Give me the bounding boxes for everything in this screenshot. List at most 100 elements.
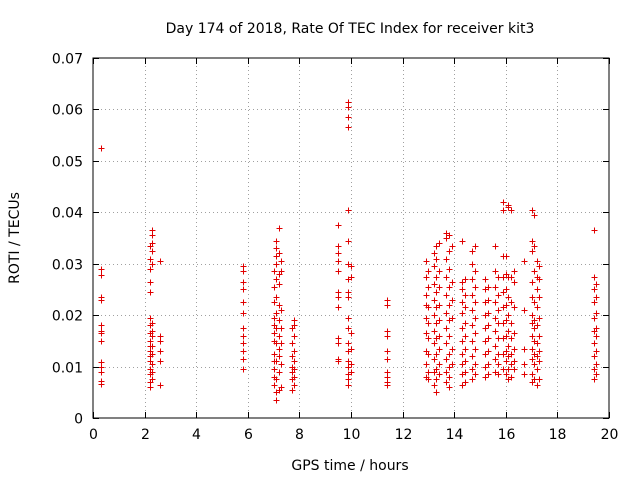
data-point <box>276 369 283 376</box>
data-point <box>345 294 352 301</box>
data-point <box>485 361 492 368</box>
data-point <box>462 346 469 353</box>
data-point <box>508 351 515 358</box>
data-point <box>276 317 283 324</box>
data-point <box>446 284 453 291</box>
data-point <box>98 145 105 152</box>
data-point <box>345 315 352 322</box>
data-point <box>345 104 352 111</box>
data-point <box>462 292 469 299</box>
data-point <box>534 366 541 373</box>
data-point <box>433 289 440 296</box>
data-point <box>469 307 476 314</box>
data-point <box>459 286 466 293</box>
y-tick-label: 0 <box>74 412 83 428</box>
data-point <box>593 348 600 355</box>
data-point <box>531 243 538 250</box>
data-point <box>276 225 283 232</box>
data-point <box>534 258 541 265</box>
data-point <box>593 325 600 332</box>
data-point <box>384 302 391 309</box>
data-point <box>271 351 278 358</box>
data-point <box>529 346 536 353</box>
data-point <box>431 328 438 335</box>
data-point <box>449 279 456 286</box>
data-point <box>593 294 600 301</box>
data-point <box>459 351 466 358</box>
data-point <box>446 333 453 340</box>
data-point <box>534 340 541 347</box>
data-point <box>446 232 453 239</box>
data-point <box>459 279 466 286</box>
data-point <box>276 346 283 353</box>
data-point <box>485 348 492 355</box>
data-point <box>384 382 391 389</box>
data-point <box>531 212 538 219</box>
data-point <box>240 268 247 275</box>
data-point <box>345 114 352 121</box>
y-tick-label: 0.06 <box>52 103 83 119</box>
data-point <box>149 376 156 383</box>
data-point <box>147 315 154 322</box>
data-point <box>472 361 479 368</box>
data-point <box>335 268 342 275</box>
data-point <box>436 240 443 247</box>
data-point <box>443 256 450 263</box>
data-point <box>482 338 489 345</box>
data-point <box>591 353 598 360</box>
data-point <box>157 258 164 265</box>
data-point <box>147 266 154 273</box>
data-point <box>433 376 440 383</box>
data-point <box>495 307 502 314</box>
data-point <box>433 274 440 281</box>
data-point <box>273 245 280 252</box>
data-point <box>147 384 154 391</box>
data-point <box>495 361 502 368</box>
data-point <box>469 276 476 283</box>
data-point <box>273 253 280 260</box>
data-point <box>508 361 515 368</box>
data-point <box>469 366 476 373</box>
x-tick-label: 18 <box>549 427 567 443</box>
data-point <box>503 371 510 378</box>
data-point <box>503 317 510 324</box>
data-point <box>149 369 156 376</box>
data-point <box>500 199 507 206</box>
data-point <box>443 310 450 317</box>
data-point <box>240 333 247 340</box>
data-point <box>449 361 456 368</box>
data-point <box>593 361 600 368</box>
data-point <box>492 343 499 350</box>
data-point <box>436 361 443 368</box>
data-point <box>436 333 443 340</box>
data-point <box>443 340 450 347</box>
data-point <box>511 346 518 353</box>
data-point <box>348 274 355 281</box>
data-point <box>529 371 536 378</box>
data-point <box>446 248 453 255</box>
x-tick-label: 10 <box>343 427 361 443</box>
data-point <box>240 286 247 293</box>
data-point <box>462 358 469 365</box>
data-point <box>443 292 450 299</box>
data-point <box>423 292 430 299</box>
data-point <box>433 389 440 396</box>
data-point <box>436 302 443 309</box>
data-point <box>335 294 342 301</box>
data-point <box>384 348 391 355</box>
data-point <box>149 320 156 327</box>
data-point <box>503 253 510 260</box>
data-point <box>348 330 355 337</box>
data-point <box>529 207 536 214</box>
data-point <box>472 299 479 306</box>
data-point <box>449 315 456 322</box>
data-point <box>425 335 432 342</box>
data-point <box>446 364 453 371</box>
y-tick-label: 0.05 <box>52 155 83 171</box>
data-point <box>591 286 598 293</box>
data-point <box>462 333 469 340</box>
data-point <box>271 284 278 291</box>
data-point <box>98 369 105 376</box>
data-point <box>433 320 440 327</box>
data-point <box>482 325 489 332</box>
